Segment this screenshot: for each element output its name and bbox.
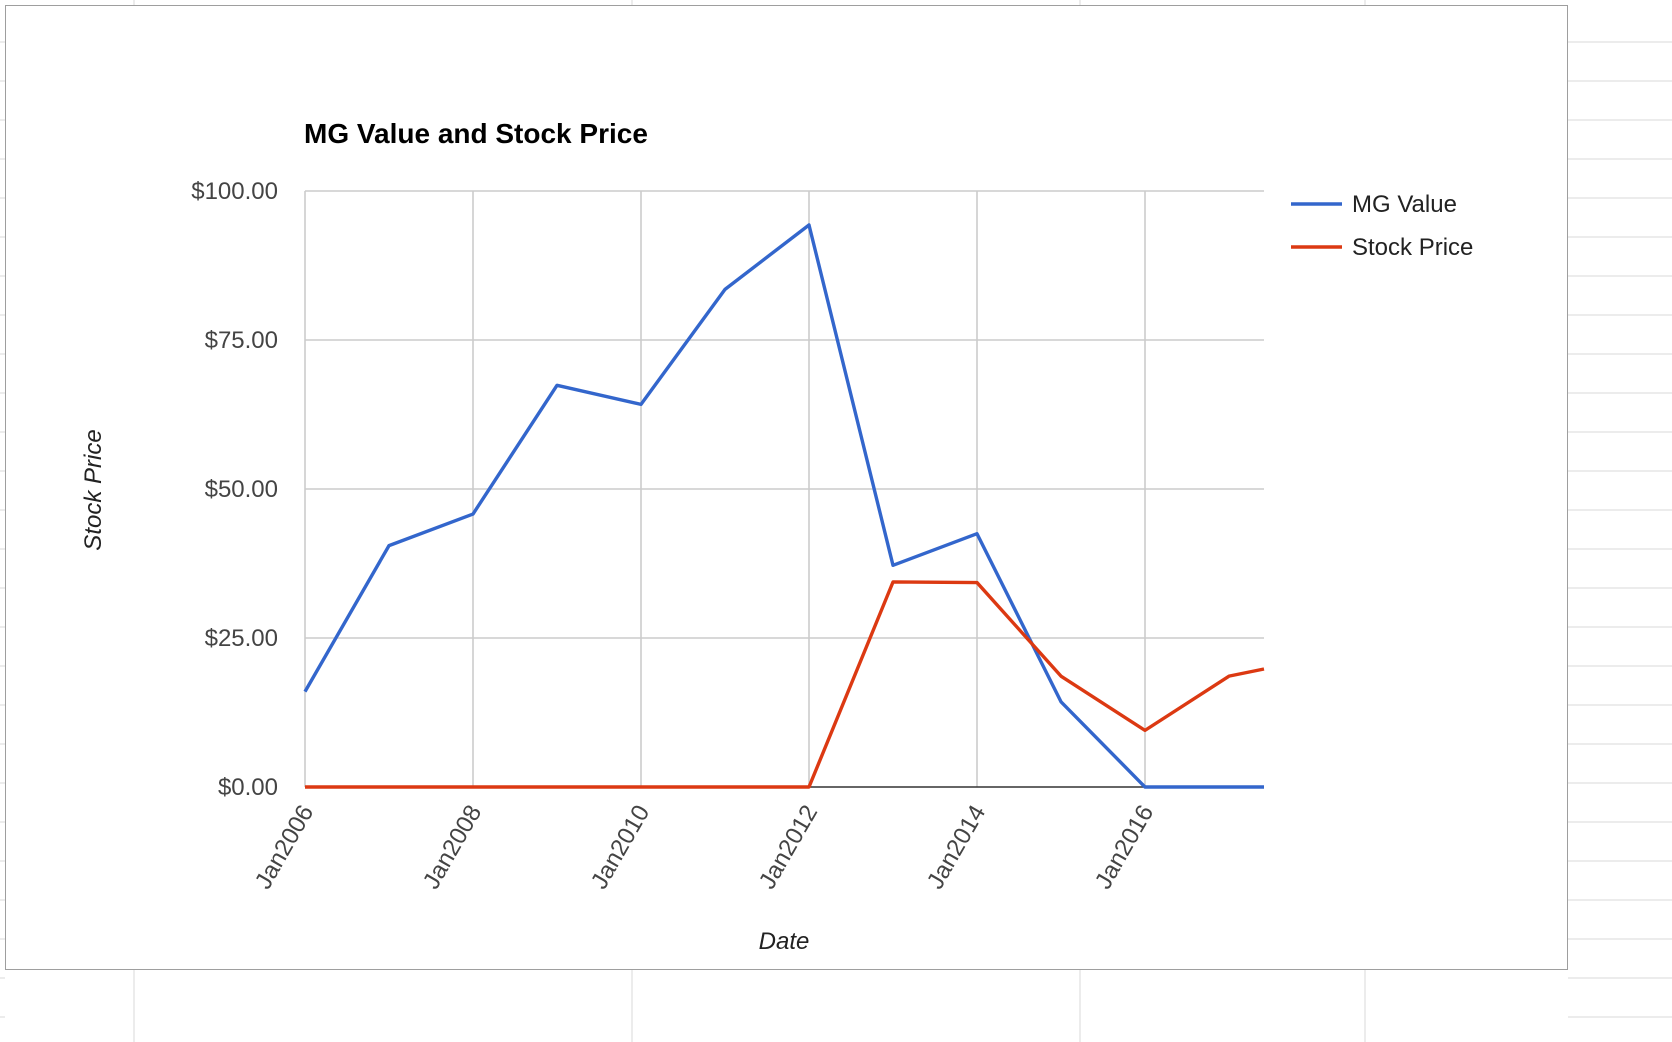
chart-svg: MG Value and Stock Price $0.00 $25.00 $50.… [80,118,1473,955]
x-tick-label: Jan2006 [250,801,319,894]
y-tick-label: $50.00 [205,476,278,503]
x-tick-label: Jan2016 [1090,801,1159,894]
legend-item-mg-value[interactable]: MG Value [1291,191,1457,218]
series-line-stock-price[interactable] [305,580,1265,789]
x-axis-title: Date [759,928,810,955]
x-tick-label: Jan2008 [418,801,487,894]
chart-container[interactable]: MG Value and Stock Price $0.00 $25.00 $50.… [5,5,1568,970]
y-tick-label: $75.00 [205,327,278,354]
y-tick-label: $0.00 [218,774,278,801]
x-axis-ticks: Jan2006 Jan2008 Jan2010 Jan2012 Jan2014 Jan20… [250,801,1159,894]
series-line-mg-value[interactable] [303,223,1264,789]
legend-item-stock-price[interactable]: Stock Price [1291,234,1473,261]
y-axis-ticks: $0.00 $25.00 $50.00 $75.00 $100.00 [191,178,278,801]
legend[interactable]: MG Value Stock Price [1291,191,1473,261]
legend-label: MG Value [1352,191,1457,218]
series-lines [303,223,1265,789]
y-axis-title: Stock Price [80,429,107,550]
y-tick-label: $100.00 [191,178,278,205]
gridlines [304,190,1264,788]
x-tick-label: Jan2010 [586,801,655,894]
legend-label: Stock Price [1352,234,1473,261]
x-tick-label: Jan2012 [754,801,823,894]
chart-title: MG Value and Stock Price [304,118,648,149]
y-tick-label: $25.00 [205,625,278,652]
x-tick-label: Jan2014 [922,801,991,894]
